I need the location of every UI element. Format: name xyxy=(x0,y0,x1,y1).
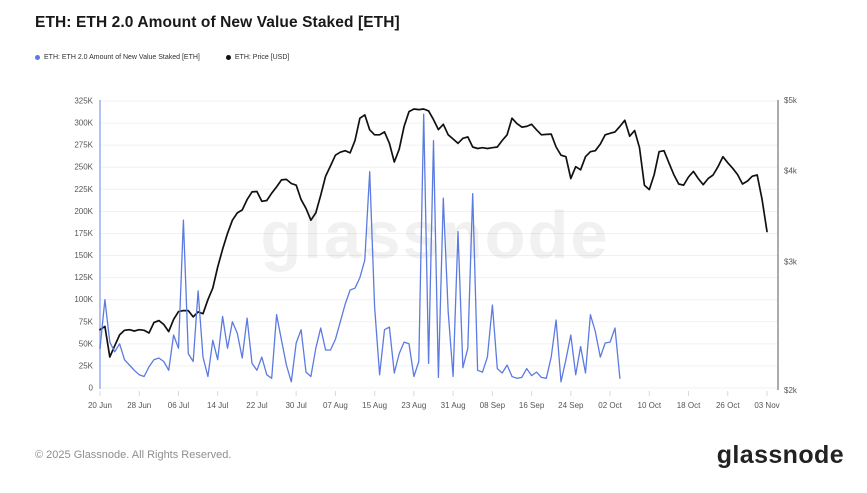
x-axis-label: 31 Aug xyxy=(441,401,466,410)
x-axis-label: 23 Aug xyxy=(401,401,426,410)
y-axis-left-label: 100K xyxy=(74,295,93,304)
y-axis-left-label: 0 xyxy=(89,384,94,393)
legend-label-staked: ETH: ETH 2.0 Amount of New Value Staked … xyxy=(44,54,200,61)
x-axis-label: 26 Oct xyxy=(716,401,740,410)
y-axis-left-label: 200K xyxy=(74,207,93,216)
y-axis-right-label: $2k xyxy=(784,386,798,395)
x-axis-label: 02 Oct xyxy=(598,401,622,410)
legend-item-staked[interactable]: ETH: ETH 2.0 Amount of New Value Staked … xyxy=(35,54,200,61)
x-axis-label: 08 Sep xyxy=(480,401,506,410)
y-axis-left-label: 175K xyxy=(74,229,93,238)
chart-title: ETH: ETH 2.0 Amount of New Value Staked … xyxy=(35,14,400,31)
y-axis-left-label: 225K xyxy=(74,185,93,194)
x-axis-label: 10 Oct xyxy=(638,401,662,410)
y-axis-left-label: 125K xyxy=(74,273,93,282)
series-dot-icon xyxy=(35,55,40,60)
x-axis-label: 24 Sep xyxy=(558,401,584,410)
chart-legend: ETH: ETH 2.0 Amount of New Value Staked … xyxy=(35,54,289,61)
series-staked-line xyxy=(99,113,621,383)
legend-item-price[interactable]: ETH: Price [USD] xyxy=(225,54,290,61)
x-axis-label: 15 Aug xyxy=(362,401,387,410)
x-axis-label: 07 Aug xyxy=(323,401,348,410)
x-axis-label: 28 Jun xyxy=(127,401,151,410)
x-axis-label: 22 Jul xyxy=(246,401,268,410)
y-axis-right-label: $3k xyxy=(784,258,798,267)
footer-copyright: © 2025 Glassnode. All Rights Reserved. xyxy=(35,449,232,461)
watermark: glassnode xyxy=(260,198,609,273)
y-axis-left-label: 250K xyxy=(74,163,93,172)
y-axis-left-label: 25K xyxy=(79,361,94,370)
x-axis-label: 03 Nov xyxy=(754,401,779,410)
legend-label-price: ETH: Price [USD] xyxy=(234,54,290,61)
x-axis-label: 30 Jul xyxy=(285,401,307,410)
y-axis-left-label: 50K xyxy=(79,339,94,348)
x-axis-label: 20 Jun xyxy=(88,401,112,410)
y-axis-left-label: 275K xyxy=(74,141,93,150)
y-axis-left-label: 325K xyxy=(74,97,93,106)
y-axis-left-label: 150K xyxy=(74,251,93,260)
x-axis-label: 18 Oct xyxy=(677,401,701,410)
y-axis-left-label: 300K xyxy=(74,119,93,128)
y-axis-right-label: $4k xyxy=(784,167,798,176)
brand-wordmark: glassnode xyxy=(716,441,844,469)
chart-plot-area[interactable]: 0 25K 50K 75K 100K 125K 150K 175K 200K 225K 250K 27… xyxy=(0,0,867,430)
x-axis-label: 06 Jul xyxy=(168,401,190,410)
y-axis-left-label: 75K xyxy=(79,317,94,326)
series-price-line xyxy=(99,108,768,358)
x-axis-label: 14 Jul xyxy=(207,401,229,410)
series-dot-icon xyxy=(225,55,231,60)
y-axis-right-label: $5k xyxy=(784,96,798,105)
x-axis-label: 16 Sep xyxy=(519,401,545,410)
